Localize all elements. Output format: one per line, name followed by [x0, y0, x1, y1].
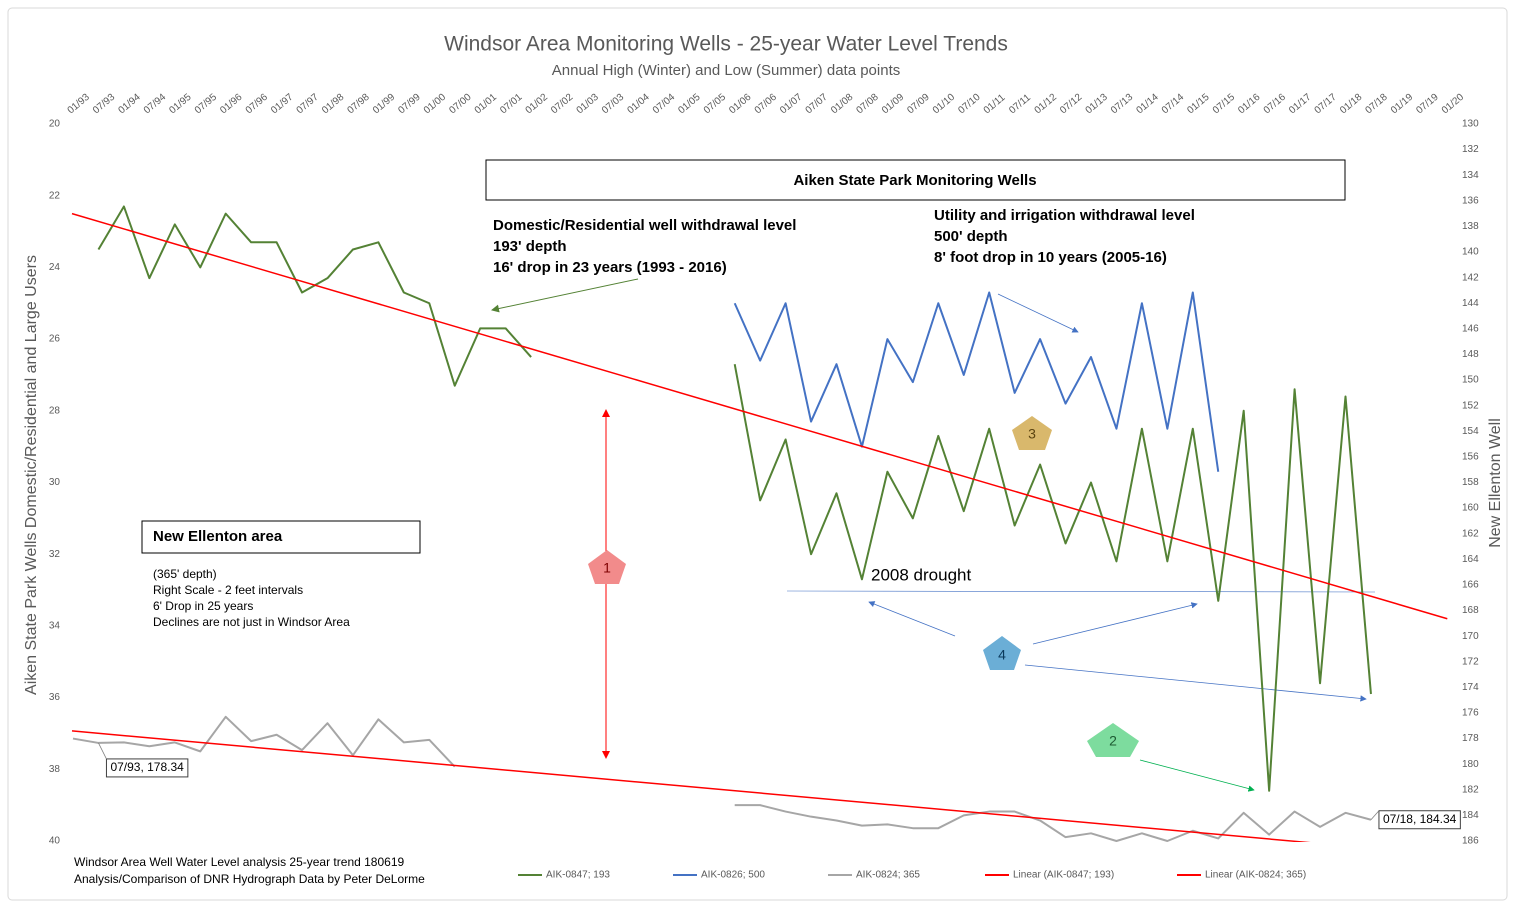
- trend-line: [71, 212, 1448, 620]
- legend-label: AIK-0847; 193: [546, 870, 610, 881]
- plot-area: [71, 205, 1448, 842]
- y-tick-label: 34: [49, 621, 61, 632]
- annotation: 2008 drought: [871, 565, 971, 584]
- annotation: New Ellenton area: [153, 528, 283, 545]
- y2-tick-label: 186: [1462, 836, 1479, 847]
- y2-tick-label: 176: [1462, 708, 1479, 719]
- arrow: [868, 601, 956, 637]
- y2-tick-label: 162: [1462, 528, 1479, 539]
- y2-tick-label: 180: [1462, 759, 1479, 770]
- y-axis-label: Aiken State Park Wells Domestic/Resident…: [23, 255, 40, 695]
- marker-pentagon: [1087, 723, 1139, 757]
- y2-tick-label: 136: [1462, 195, 1479, 206]
- annotation: Declines are not just in Windsor Area: [153, 615, 350, 629]
- y2-tick-label: 132: [1462, 144, 1479, 155]
- y2-tick-label: 172: [1462, 656, 1479, 667]
- footer: Windsor Area Well Water Level analysis 2…: [74, 855, 404, 869]
- y2-tick-label: 134: [1462, 170, 1479, 181]
- annotation: 6' Drop in 25 years: [153, 599, 253, 613]
- marker-label: 1: [603, 560, 611, 576]
- annotation: Domestic/Residential well withdrawal lev…: [493, 217, 796, 234]
- marker-label: 3: [1028, 426, 1036, 442]
- y2-tick-label: 138: [1462, 221, 1479, 232]
- y2-tick-label: 164: [1462, 554, 1479, 565]
- y2-tick-label: 146: [1462, 323, 1479, 334]
- reference-line: [786, 590, 1376, 593]
- trend-line: [71, 730, 1311, 842]
- y2-tick-label: 174: [1462, 682, 1479, 693]
- leader-line: [1370, 810, 1380, 821]
- annotation: Utility and irrigation withdrawal level: [934, 207, 1195, 224]
- legend-label: Linear (AIK-0847; 193): [1013, 870, 1114, 881]
- chart-subtitle: Annual High (Winter) and Low (Summer) da…: [552, 62, 901, 79]
- annotation: Right Scale - 2 feet intervals: [153, 583, 303, 597]
- y2-tick-label: 150: [1462, 375, 1479, 386]
- y2-tick-label: 170: [1462, 631, 1479, 642]
- annotation: 8' foot drop in 10 years (2005-16): [934, 249, 1167, 266]
- y-tick-label: 24: [49, 262, 61, 273]
- y2-tick-label: 178: [1462, 733, 1479, 744]
- legend-label: Linear (AIK-0824; 365): [1205, 870, 1306, 881]
- y2-tick-label: 168: [1462, 605, 1479, 616]
- y2-tick-label: 154: [1462, 426, 1479, 437]
- data-label-box: [1378, 810, 1461, 830]
- arrow: [997, 293, 1079, 333]
- y2-tick-label: 142: [1462, 272, 1479, 283]
- y2-tick-label: 140: [1462, 247, 1479, 258]
- data-label-box: [105, 758, 189, 778]
- data-label: 07/18, 184.34: [1383, 812, 1457, 826]
- y2-tick-label: 152: [1462, 400, 1479, 411]
- legend-label: AIK-0826; 500: [701, 870, 765, 881]
- y-tick-label: 28: [49, 405, 61, 416]
- y2-tick-label: 166: [1462, 580, 1479, 591]
- y2-tick-label: 160: [1462, 503, 1479, 514]
- y2-axis-label: New Ellenton Well: [1487, 418, 1504, 548]
- arrow: [1024, 664, 1367, 702]
- y2-tick-label: 184: [1462, 810, 1479, 821]
- y-tick-label: 38: [49, 764, 61, 775]
- chart-title: Windsor Area Monitoring Wells - 25-year …: [444, 33, 1008, 56]
- leader-line: [98, 742, 107, 760]
- data-line: [72, 715, 1372, 842]
- y2-tick-label: 148: [1462, 349, 1479, 360]
- data-line: [733, 291, 1220, 472]
- y-tick-label: 30: [49, 477, 61, 488]
- y-tick-label: 40: [49, 836, 61, 847]
- annotation: Aiken State Park Monitoring Wells: [793, 172, 1036, 189]
- arrow: [1032, 602, 1198, 645]
- legend-label: AIK-0824; 365: [856, 870, 920, 881]
- marker-pentagon: [983, 636, 1021, 670]
- data-label: 07/93, 178.34: [110, 760, 184, 774]
- y-tick-label: 32: [49, 549, 61, 560]
- footer: Analysis/Comparison of DNR Hydrograph Da…: [74, 872, 425, 886]
- arrow: [491, 278, 639, 313]
- marker-pentagon: [588, 550, 626, 584]
- arrow: [1139, 759, 1255, 792]
- y2-tick-label: 158: [1462, 477, 1479, 488]
- chart-frame: [7, 7, 1508, 901]
- y-tick-label: 26: [49, 334, 61, 345]
- marker-pentagon: [1012, 416, 1052, 450]
- y-tick-label: 36: [49, 692, 61, 703]
- annotation: (365' depth): [153, 567, 217, 581]
- annotation-box: [141, 520, 421, 554]
- marker-label: 2: [1109, 733, 1117, 749]
- y-tick-label: 20: [49, 119, 61, 130]
- annotation: 193' depth: [493, 238, 567, 255]
- annotation: 500' depth: [934, 228, 1008, 245]
- marker-label: 4: [998, 647, 1006, 663]
- y-tick-label: 22: [49, 190, 61, 201]
- annotation: 16' drop in 23 years (1993 - 2016): [493, 259, 727, 276]
- y2-tick-label: 182: [1462, 784, 1479, 795]
- y2-tick-label: 130: [1462, 119, 1479, 130]
- y2-tick-label: 156: [1462, 452, 1479, 463]
- annotation-box: [485, 159, 1346, 201]
- y2-tick-label: 144: [1462, 298, 1479, 309]
